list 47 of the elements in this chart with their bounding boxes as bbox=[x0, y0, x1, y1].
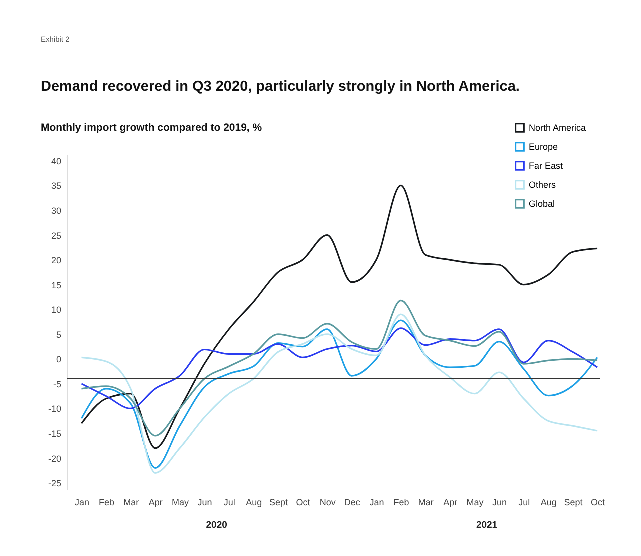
x-tick-label: Nov bbox=[320, 498, 336, 508]
legend-label: Europe bbox=[529, 142, 558, 152]
y-tick-label: 20 bbox=[51, 256, 62, 266]
x-tick-label: Jun bbox=[492, 498, 508, 508]
y-tick-label: 15 bbox=[51, 280, 62, 290]
y-tick-label: -5 bbox=[53, 379, 62, 390]
x-tick-label: Mar bbox=[124, 498, 140, 508]
line-series bbox=[80, 328, 598, 410]
x-tick-label: Oct bbox=[591, 498, 606, 508]
y-tick-label: 25 bbox=[51, 230, 62, 241]
y-tick-label: -20 bbox=[48, 454, 62, 464]
chart-title: Demand recovered in Q3 2020, particularly strongly in North America. bbox=[41, 79, 520, 95]
x-tick-label: Apr bbox=[148, 498, 163, 508]
legend-label: Far East bbox=[529, 161, 564, 171]
y-tick-label: 30 bbox=[51, 206, 62, 216]
legend-label: North America bbox=[529, 123, 586, 133]
legend-label: Global bbox=[529, 199, 556, 209]
x-tick-label: Mar bbox=[418, 498, 434, 508]
x-tick-label: Feb bbox=[99, 498, 115, 508]
legend-label: Others bbox=[529, 180, 557, 190]
line-series bbox=[80, 300, 598, 437]
y-tick-label: 0 bbox=[56, 354, 62, 365]
x-tick-label: Dec bbox=[344, 498, 361, 508]
x-tick-label: Sept bbox=[269, 498, 288, 508]
text: 2020 bbox=[206, 520, 228, 531]
x-tick-label: Sept bbox=[564, 498, 584, 508]
y-tick-label: 40 bbox=[51, 156, 62, 166]
x-tick-label: Apr bbox=[444, 498, 458, 508]
x-tick-label: Jul bbox=[224, 498, 236, 508]
x-tick-label: Feb bbox=[394, 498, 410, 508]
y-tick-label: 35 bbox=[51, 181, 62, 192]
x-tick-label: Aug bbox=[540, 498, 557, 508]
y-tick-label: -10 bbox=[48, 404, 62, 414]
text: 2021 bbox=[476, 520, 498, 531]
y-tick-label: -25 bbox=[48, 478, 62, 489]
x-tick-label: May bbox=[172, 498, 190, 508]
x-tick-label: Aug bbox=[246, 498, 262, 508]
y-tick-label: -15 bbox=[48, 429, 62, 440]
x-tick-label: May bbox=[466, 498, 484, 508]
x-tick-label: Jan bbox=[74, 498, 90, 508]
y-tick-label: 5 bbox=[56, 330, 62, 340]
x-tick-label: Jul bbox=[518, 498, 530, 508]
x-tick-label: Oct bbox=[296, 498, 311, 508]
y-axis-title: Monthly import growth compared to 2019, % bbox=[41, 122, 263, 134]
x-tick-label: Jan bbox=[370, 498, 384, 508]
y-tick-label: 10 bbox=[51, 305, 62, 316]
x-tick-label: Jun bbox=[198, 498, 212, 508]
